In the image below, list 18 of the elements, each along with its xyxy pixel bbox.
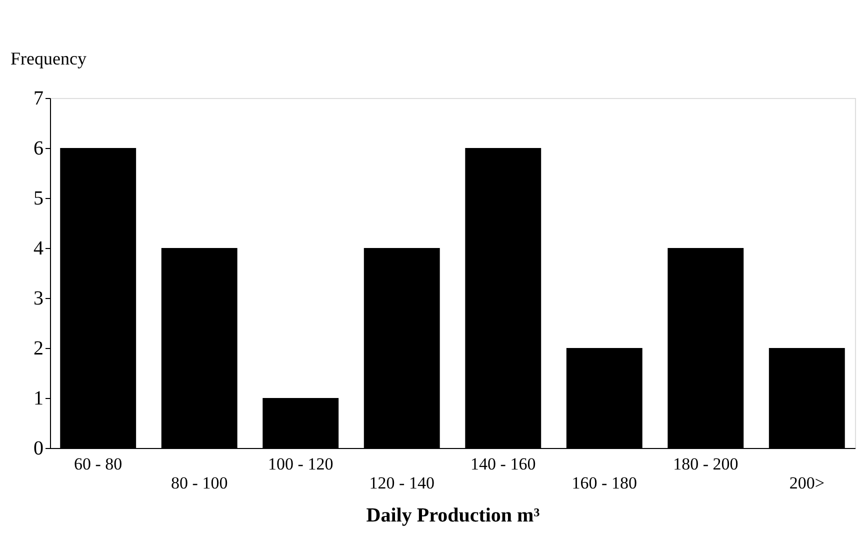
y-axis-title: Frequency [10, 48, 86, 68]
x-tick-label: 120 - 140 [369, 474, 434, 492]
x-tick-label: 80 - 100 [171, 474, 228, 492]
x-axis-title: Daily Production m³ [366, 504, 540, 526]
y-tick-label: 7 [34, 88, 44, 110]
y-tick-label: 4 [34, 238, 44, 260]
y-tick-label: 5 [34, 188, 44, 210]
y-tick-label: 6 [34, 138, 44, 160]
y-tick-label: 2 [34, 338, 44, 360]
x-tick-label: 160 - 180 [572, 474, 637, 492]
x-tick-label: 100 - 120 [268, 454, 334, 474]
y-tick-label: 0 [34, 438, 44, 460]
y-tick-label: 3 [34, 288, 44, 310]
y-tick-label: 1 [34, 388, 44, 410]
x-tick-label: 200> [789, 474, 824, 492]
x-tick-label: 180 - 200 [673, 454, 738, 474]
x-tick-label: 60 - 80 [74, 454, 122, 474]
x-tick-label: 140 - 160 [470, 454, 536, 474]
